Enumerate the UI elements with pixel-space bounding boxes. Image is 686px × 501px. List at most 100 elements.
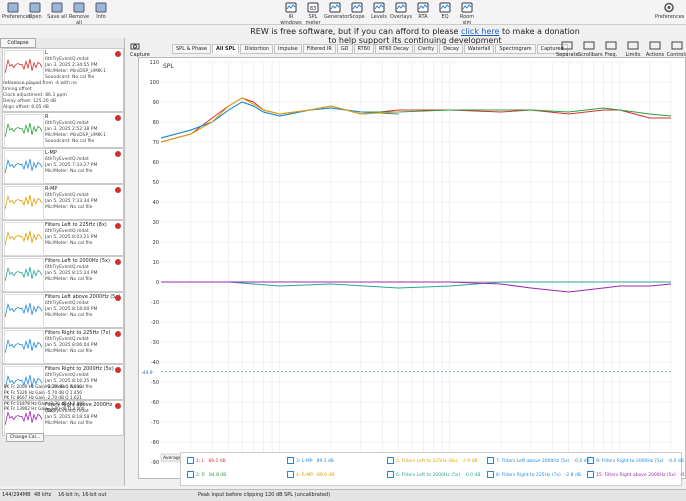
legend-checkbox[interactable] [487,471,494,478]
toolbar-overlays-button[interactable]: Overlays [390,2,412,20]
spl-chart[interactable]: 1101009080706050403020100-10-20-30-40-50… [139,58,685,478]
legend-checkbox[interactable] [487,457,494,464]
tab-distortion[interactable]: Distortion [240,44,273,54]
change-cal-button[interactable]: Change Cal... [6,433,45,442]
tool-label: Actions [645,52,665,58]
legend-item[interactable]: 7: Filters Left above 2000Hz (5x) -0.0 dB [487,457,590,464]
tab-filtered-ir[interactable]: Filtered IR [302,44,336,54]
measurement-item[interactable]: L 6thTryEventQ.mdat Jan 3, 2025 2:34:55 PM… [2,48,124,112]
toolbar-remove-all-button[interactable]: Remove all [68,2,90,26]
legend-checkbox[interactable] [187,457,194,464]
measurement-name[interactable]: L [45,50,48,56]
toolbar-levels-button[interactable]: Levels [368,2,390,20]
measurement-item[interactable]: Filters Left to 225Hz (8x) 6thTryEventQ.m… [2,220,124,256]
measurement-name[interactable]: R [45,114,49,120]
legend-checkbox[interactable] [387,457,394,464]
preferences-button[interactable]: Preferences [655,2,684,20]
remove-measurement-icon[interactable] [115,151,121,157]
measurement-cal: Soundcard: No cal file [45,75,95,80]
legend-item[interactable]: 8: Filters Right to 225Hz (7x) -2.8 dB [487,471,581,478]
measurement-name[interactable]: Filters Right above 2000Hz (5x) [45,402,113,414]
measurement-name[interactable]: Filters Left to 2000Hz (5x) [45,258,110,264]
toolbar-preferences-button[interactable]: Preferences [2,2,31,20]
tab-impulse[interactable]: Impulse [273,44,302,54]
legend-checkbox[interactable] [287,457,294,464]
legend-item[interactable]: 5: Filters Left to 225Hz (8x) -2.9 dB [387,457,478,464]
toolbar-button-label: Room sim [459,14,475,26]
controls-icon [671,41,683,50]
measurement-name[interactable]: Filters Left to 225Hz (8x) [45,222,107,228]
tab-spectrogram[interactable]: Spectrogram [495,44,536,54]
measurement-name[interactable]: Filters Left above 2000Hz (5x) [45,294,121,300]
preferences-icon [664,2,674,13]
toolbar-room-sim-button[interactable]: Room sim [456,2,478,26]
separate-button[interactable]: Separate [556,40,579,58]
remove-measurement-icon[interactable] [115,187,121,193]
remove-measurement-icon[interactable] [115,403,121,409]
limits-button[interactable]: Limits [622,40,644,58]
y-tick-label: 0 [156,280,159,286]
legend-item[interactable]: 9: Filters Right to 2000Hz (5x) -0.0 dB [587,457,684,464]
remove-measurement-icon[interactable] [115,295,121,301]
tab-waterfall[interactable]: Waterfall [463,44,495,54]
measurement-item[interactable]: Filters Left to 2000Hz (5x) 6thTryEventQ.… [2,256,124,292]
tab-all-spl[interactable]: All SPL [211,44,240,54]
spl-plot[interactable]: 110 100 90 80 70 60 50 40 30 20 10 0 -10 -20 -30 -40 -50… [138,57,686,479]
thumbnail-graph [5,410,43,426]
tab-clarity[interactable]: Clarity [413,44,439,54]
remove-measurement-icon[interactable] [115,115,121,121]
toolbar-scope-button[interactable]: Scope [346,2,368,20]
toolbar-save-all-button[interactable]: Save all [46,2,68,20]
legend-checkbox[interactable] [387,471,394,478]
capture-button[interactable]: Capture [130,42,150,58]
remove-measurement-icon[interactable] [115,223,121,229]
toolbar-open-button[interactable]: Open [24,2,46,20]
toolbar-rta-button[interactable]: RTA [412,2,434,20]
measurement-item[interactable]: Filters Left above 2000Hz (5x) 6thTryEven… [2,292,124,328]
legend-checkbox[interactable] [587,457,594,464]
measurement-thumbnail [4,366,44,400]
remove-measurement-icon[interactable] [115,51,121,57]
legend-item[interactable]: 15: Filters Right above 2000Hz (5x)-0.0 … [587,471,686,478]
measurement-name[interactable]: R-MP [45,186,58,192]
toolbar-ir-windows-button[interactable]: IR windows [280,2,302,26]
measurement-name[interactable]: L-MP [45,150,57,156]
controls-button[interactable]: Controls [666,40,686,58]
toolbar-generator-button[interactable]: Generator [324,2,349,20]
measurement-info: 6thTryEventQ.mdat Jan 5, 2025 8:03:21 PM M… [45,229,97,247]
toolbar-eq-button[interactable]: EQ [434,2,456,20]
remove-measurement-icon[interactable] [115,367,121,373]
donate-link[interactable]: click here [460,27,500,36]
legend-checkbox[interactable] [587,471,594,478]
legend-item[interactable]: 3: L-MP 89.1 dB [287,457,334,464]
actions-button[interactable]: Actions [644,40,666,58]
collapse-button[interactable]: Collapse [0,38,36,48]
y-tick-label: -20 [151,320,159,326]
legend-item[interactable]: 2: R 84.8 dB [187,471,226,478]
tab-gd[interactable]: GD [336,44,353,54]
scrollbars-button[interactable]: Scrollbars [578,40,603,58]
measurement-item[interactable]: Filters Right to 2000Hz (5x) 6thTryEventQ… [2,364,124,400]
remove-measurement-icon[interactable] [115,259,121,265]
measurement-name[interactable]: Filters Right to 2000Hz (5x) [45,366,114,372]
measurement-item[interactable]: R 6thTryEventQ.mdat Jan 3, 2025 2:52:38 PM… [2,112,124,148]
measurement-name[interactable]: Filters Right to 225Hz (7x) [45,330,111,336]
toolbar-info-button[interactable]: Info [90,2,112,20]
measurement-item[interactable]: Filters Right above 2000Hz (5x) 6thTryEve… [2,400,124,436]
measurement-extra: reference played from -4 with no timing … [3,81,77,92]
tool-label: Scrollbars [578,52,603,58]
tab-rt60[interactable]: RT60 [353,44,375,54]
measurement-item[interactable]: L-MP 6thTryEventQ.mdat Jan 5, 2025 7:33:27… [2,148,124,184]
tab-decay[interactable]: Decay [439,44,463,54]
measurement-item[interactable]: R-MP 6thTryEventQ.mdat Jan 5, 2025 7:33:34… [2,184,124,220]
tab-spl-phase[interactable]: SPL & Phase [172,44,211,54]
toolbar-spl-meter-button[interactable]: 83 SPL meter [302,2,324,26]
legend-item[interactable]: 1: L 89.1 dB [187,457,226,464]
tab-rt60-decay[interactable]: RT60 Decay [375,44,413,54]
measurement-item[interactable]: Filters Right to 225Hz (7x) 6thTryEventQ.… [2,328,124,364]
legend-checkbox[interactable] [287,471,294,478]
legend-item[interactable]: 6: Filters Left to 2000Hz (5x) -0.0 dB [387,471,480,478]
legend-item[interactable]: 4: R-MP 89.0 dB [287,471,334,478]
remove-measurement-icon[interactable] [115,331,121,337]
legend-checkbox[interactable] [187,471,194,478]
